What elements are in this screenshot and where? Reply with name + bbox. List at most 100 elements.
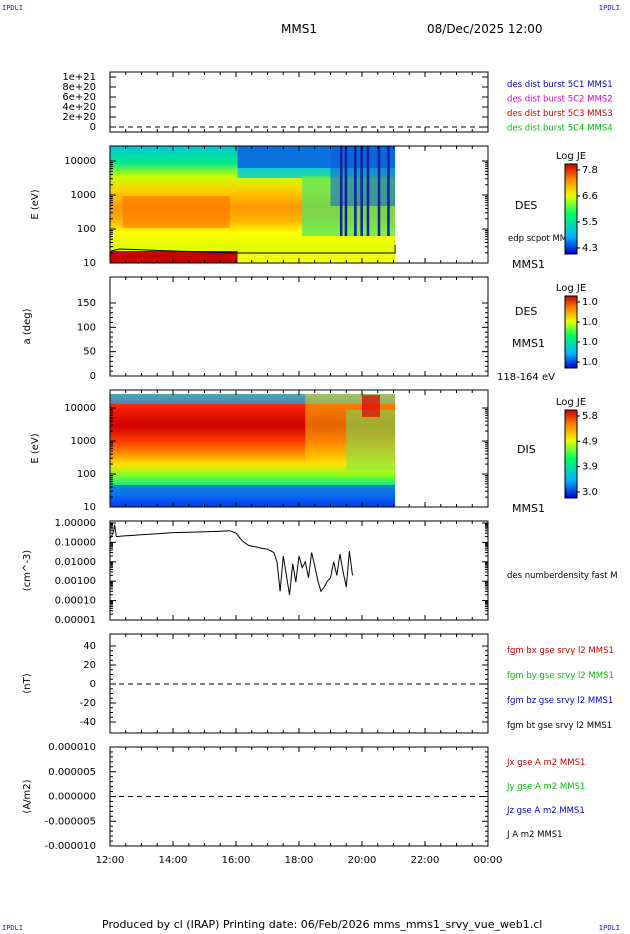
panel4-spectrogram-band (346, 410, 396, 470)
panel6-ytick-label: 20 (83, 660, 96, 671)
panel4-sc-label: MMS1 (512, 502, 545, 515)
x-axis-tick-label: 16:00 (222, 855, 251, 866)
panel1-legend-entry: des dist burst 5C3 MMS3 (507, 109, 613, 119)
panel4-spectrogram-band (110, 394, 396, 404)
corner-label-bottom-left: IPDLI (2, 924, 24, 932)
panel3-frame (109, 276, 489, 377)
panel2-colorbar-tick-label: 7.8 (582, 165, 598, 176)
panel5-ylabel: (cm^-3) (22, 550, 33, 591)
panel2-scpot-line (110, 245, 396, 254)
panel1-legend-entry: des dist burst 5C2 MMS2 (507, 95, 613, 105)
panel4-colorbar-tick-label: 3.0 (582, 487, 598, 498)
x-axis-tick-label: 12:00 (96, 855, 125, 866)
panel6-ylabel: (nT) (22, 673, 33, 693)
panel3-instrument-label: DES (515, 305, 537, 318)
panel4-ytick-label: 1000 (71, 436, 96, 447)
panel4-spectrogram-core (362, 395, 380, 417)
x-axis-tick-label: 00:00 (474, 855, 503, 866)
panel2-spectrogram-stripe (339, 146, 343, 236)
panel2-colorbar-title: Log JE (556, 151, 586, 162)
panel3-ytick-label: 100 (77, 322, 96, 333)
panel6-legend-entry: fgm bx gse srvy l2 MMS1 (507, 646, 614, 656)
panel3-ytick-label: 50 (83, 347, 96, 358)
panel1-ytick-label: 8e+20 (62, 82, 96, 93)
panel5-ytick-label: 0.00100 (55, 576, 96, 587)
panel4-ytick-label: 100 (77, 469, 96, 480)
panel3-colorbar-tick-label: 1.0 (582, 337, 598, 348)
panel5-frame (109, 520, 489, 621)
panel2-ytick-label: 10000 (64, 156, 96, 167)
panel6-ytick-label: 0 (90, 679, 96, 690)
panel3-energy-label: 118-164 eV (497, 372, 555, 383)
panel2-spectrogram-band (237, 168, 396, 178)
panel3-colorbar (564, 295, 578, 369)
panel4-ylabel: E (eV) (30, 433, 41, 463)
panel4-colorbar-tick-label: 5.8 (582, 411, 598, 422)
panel3-sc-label: MMS1 (512, 337, 545, 350)
panel5-ytick-label: 0.00001 (55, 615, 96, 626)
panel1-legend-entry: des dist burst 5C1 MMS1 (507, 80, 613, 90)
panel7-ytick-label: 0.000005 (48, 767, 96, 778)
panel1-ytick-label: 2e+20 (62, 112, 96, 123)
panel2-sc-label: MMS1 (512, 258, 545, 271)
panel3-colorbar-tick-label: 1.0 (582, 357, 598, 368)
panel2-ytick-label: 1000 (71, 190, 96, 201)
panel2-spectrogram-core (122, 196, 230, 228)
panel2-spectrogram-stripe (344, 146, 348, 236)
panel2-spectrogram-stripe (360, 146, 363, 236)
panel2-colorbar-tick-label: 5.5 (582, 217, 598, 228)
x-axis-tick-label: 14:00 (159, 855, 188, 866)
panel5-density-line (109, 524, 353, 595)
panel6-ytick-label: 40 (83, 641, 96, 652)
panel4-ytick-label: 10000 (64, 403, 96, 414)
panel4-instrument-label: DIS (517, 443, 536, 456)
panel4-ytick-label: 10 (83, 502, 96, 513)
panel2-spectrogram-stripe (387, 146, 390, 236)
panel1-ytick-label: 4e+20 (62, 102, 96, 113)
date-title: 08/Dec/2025 12:00 (427, 22, 543, 36)
panel2-colorbar (564, 163, 578, 255)
panel7-ytick-label: -0.000010 (45, 841, 96, 852)
panel7-ytick-label: 0.000010 (48, 742, 96, 753)
panel7-legend-entry: Jy gse A m2 MMS1 (506, 782, 585, 792)
panel7-ytick-label: 0.000000 (48, 792, 96, 803)
panel3-ytick-label: 0 (90, 371, 96, 382)
panel7-legend-entry: Jz gse A m2 MMS1 (506, 806, 585, 816)
panel3-colorbar-tick-label: 1.0 (582, 317, 598, 328)
x-axis-tick-label: 20:00 (348, 855, 377, 866)
spacecraft-title: MMS1 (281, 22, 317, 36)
panel1-frame (109, 71, 489, 133)
panel2-ytick-label: 10 (83, 258, 96, 269)
panel4-colorbar (564, 409, 578, 499)
panel4-colorbar-tick-label: 4.9 (582, 436, 598, 447)
panel3-ylabel: a (deg) (22, 308, 33, 344)
panel6-legend-entry: fgm bt gse srvy l2 MMS1 (507, 721, 612, 731)
panel4-colorbar-title: Log JE (556, 397, 586, 408)
panel2-colorbar-tick-label: 6.6 (582, 191, 598, 202)
footer-credits: Produced by cl (IRAP) Printing date: 06/… (102, 918, 543, 931)
panel6-ytick-label: -20 (80, 698, 96, 709)
panel2-ylabel: E (eV) (30, 189, 41, 219)
panel1-ytick-label: 6e+20 (62, 92, 96, 103)
panel5-ytick-label: 0.10000 (55, 537, 96, 548)
x-axis-tick-label: 22:00 (411, 855, 440, 866)
panel1-ytick-label: 1e+21 (62, 72, 96, 83)
panel2-spectrogram-stripe (354, 146, 357, 236)
panel7-ylabel: (A/m2) (22, 779, 33, 813)
panel6-legend-entry: fgm by gse srvy l2 MMS1 (507, 671, 614, 681)
panel4-colorbar-tick-label: 3.9 (582, 462, 598, 473)
corner-label-top-right: IPDLI (598, 4, 620, 12)
panel2-instrument-label: DES (515, 199, 537, 212)
panel2-spectrogram-stripe (377, 146, 381, 236)
x-axis-tick-label: 18:00 (285, 855, 314, 866)
panel7-legend-entry: J A m2 MMS1 (506, 830, 563, 840)
corner-label-top-left: IPDLI (2, 4, 24, 12)
panel3-colorbar-tick-label: 1.0 (582, 297, 598, 308)
panel2-overlay-label: edp scpot MMS1 (508, 234, 578, 244)
panel3-ytick-label: 150 (77, 298, 96, 309)
panel7-ytick-label: -0.000005 (45, 816, 96, 827)
panel7-legend-entry: Jx gse A m2 MMS1 (506, 758, 585, 768)
panel5-ytick-label: 1.00000 (55, 518, 96, 529)
panel2-colorbar-tick-label: 4.3 (582, 243, 598, 254)
